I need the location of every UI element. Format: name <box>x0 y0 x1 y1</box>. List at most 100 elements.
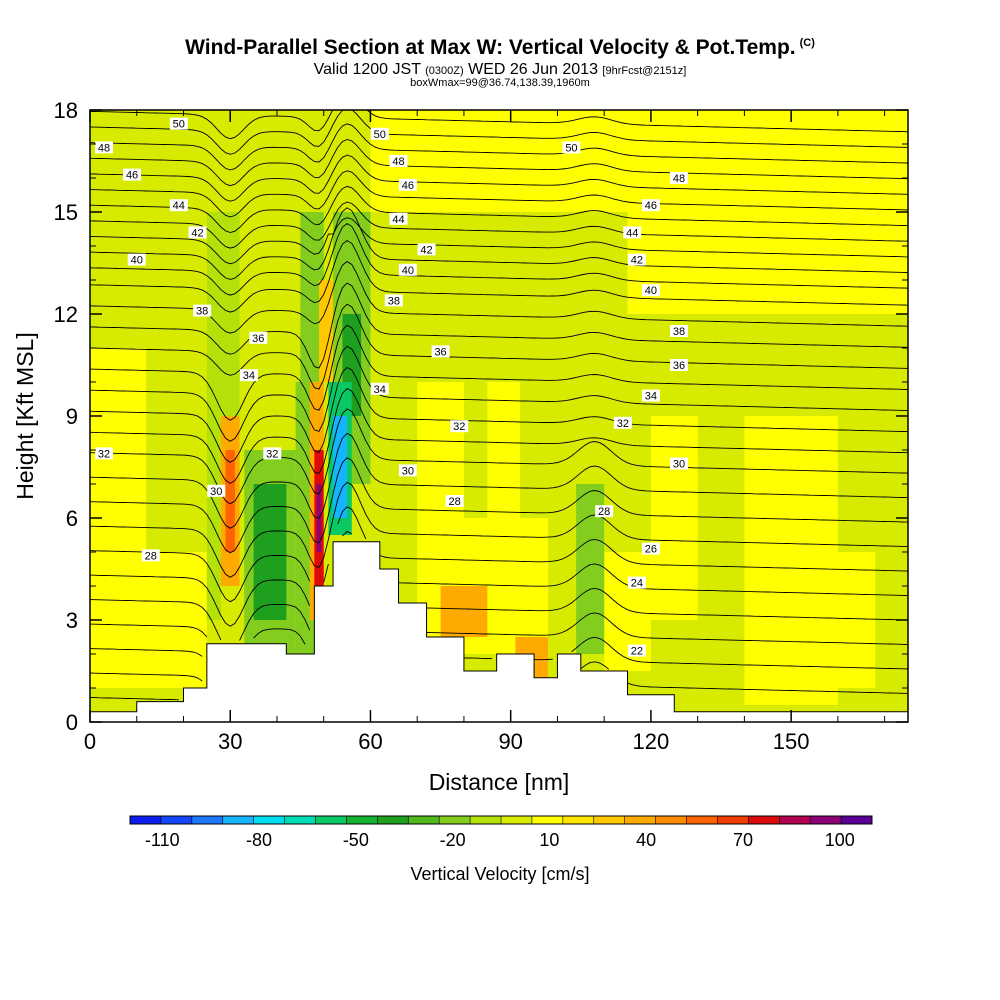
colorbar-swatch <box>160 816 193 824</box>
contour-label-box <box>627 576 646 589</box>
contour-label-box <box>188 226 207 239</box>
contour-label-box <box>207 484 226 497</box>
contour-label: 42 <box>420 244 432 256</box>
contour-label-box <box>641 542 660 555</box>
terrain <box>90 541 908 722</box>
colorbar-swatch <box>253 816 286 824</box>
velocity-cell <box>253 484 287 620</box>
contour-label-box <box>389 155 408 167</box>
contour-label: 36 <box>252 333 264 345</box>
contour-label: 36 <box>434 346 446 358</box>
contour-label: 48 <box>98 142 110 154</box>
contour-label: 38 <box>673 326 685 338</box>
contour-label-box <box>249 331 268 344</box>
colorbar-swatch <box>439 816 471 824</box>
terrain-profile <box>90 541 908 722</box>
contour-label-box <box>389 212 408 225</box>
colorbar-swatch <box>686 816 718 824</box>
colorbar-swatch <box>346 816 378 824</box>
contour-label: 30 <box>210 486 222 498</box>
velocity-cell <box>90 552 207 688</box>
contour-label-box <box>669 359 688 371</box>
contour-label-box <box>450 420 469 433</box>
velocity-cell <box>206 450 221 620</box>
contour-label-box <box>445 495 464 507</box>
contour-label: 26 <box>645 544 657 556</box>
theta-contour-line <box>90 408 908 505</box>
theta-contour-line <box>90 222 908 296</box>
colorbar-swatch <box>748 816 780 824</box>
contour-label-box <box>623 226 642 239</box>
contour-label: 38 <box>196 306 208 318</box>
theta-contour-line <box>90 324 908 421</box>
contour-label-box <box>169 117 188 130</box>
contour-label-box <box>417 243 436 256</box>
velocity-cell <box>627 110 908 314</box>
x-tick-label: 60 <box>358 729 382 754</box>
theta-contour-line <box>90 457 908 554</box>
contour-label-box <box>141 549 160 562</box>
contour-label: 42 <box>191 227 203 239</box>
contour-label-box <box>95 447 114 460</box>
theta-contour-line <box>90 185 908 233</box>
colorbar-tick-label: 70 <box>733 830 753 850</box>
contour-label: 40 <box>645 285 657 297</box>
theta-contour-line <box>90 201 908 249</box>
contour-label-box <box>669 172 688 184</box>
x-axis-title: Distance [nm] <box>429 769 570 795</box>
theta-contour-line <box>90 170 908 218</box>
contour-label: 42 <box>631 255 643 267</box>
contour-label: 48 <box>392 156 404 168</box>
utc-time: (0300Z) <box>425 65 464 77</box>
x-tick-label: 90 <box>498 729 522 754</box>
y-tick-label: 0 <box>66 710 78 735</box>
contour-label-box <box>169 199 188 212</box>
x-tick-label: 30 <box>218 729 242 754</box>
contour-label-box <box>431 345 450 358</box>
contour-label-box <box>613 416 632 429</box>
colorbar-swatch <box>531 816 564 824</box>
theta-contour-line <box>90 432 908 529</box>
contour-label: 44 <box>173 200 185 212</box>
velocity-cell <box>744 416 838 705</box>
theta-contour-line <box>90 697 179 701</box>
colorbar-tick-label: -110 <box>145 830 180 850</box>
chart-subtitle: Valid 1200 JST (0300Z) WED 26 Jun 2013 [… <box>0 61 1000 79</box>
contour-label: 32 <box>98 448 110 460</box>
colorbar-tick-label: 100 <box>825 830 855 850</box>
colorbar-swatch <box>377 816 409 824</box>
theta-contour-line <box>90 110 908 140</box>
box-info: boxWmax=99@36.74,138.39,1960m <box>410 77 590 89</box>
contour-label: 50 <box>565 142 577 154</box>
contour-label-box <box>641 199 660 212</box>
contour-label: 34 <box>374 384 386 396</box>
contour-label: 32 <box>453 421 465 433</box>
contour-label: 44 <box>626 227 638 239</box>
colorbar-swatch <box>501 816 533 824</box>
colorbar-swatch <box>191 816 224 824</box>
forecast-info: [9hrFcst@2151z] <box>602 65 687 77</box>
theta-contour-line <box>90 366 908 463</box>
contour-label: 40 <box>402 265 414 277</box>
contour-label-box <box>239 369 258 382</box>
theta-contour-line <box>90 506 908 603</box>
contour-label-box <box>669 325 688 337</box>
contour-label-box <box>398 464 417 477</box>
colorbar-swatch <box>779 816 811 824</box>
contour-label: 44 <box>392 214 404 226</box>
contour-label: 30 <box>673 459 685 471</box>
contour-label-box <box>641 389 660 402</box>
theta-contour-line <box>90 481 908 578</box>
colorbar-tick-label: 10 <box>539 830 559 850</box>
valid-date: WED 26 Jun 2013 <box>468 61 598 78</box>
colorbar-swatch <box>470 816 502 824</box>
contour-label-box <box>562 141 581 154</box>
theta-contour-line <box>90 303 908 390</box>
colorbar-tick-label: 40 <box>636 830 656 850</box>
velocity-cell <box>650 416 698 620</box>
contour-label: 24 <box>631 578 643 590</box>
colorbar-swatch <box>624 816 657 824</box>
contour-label-box <box>370 382 389 395</box>
theta-contour-line <box>90 661 908 694</box>
